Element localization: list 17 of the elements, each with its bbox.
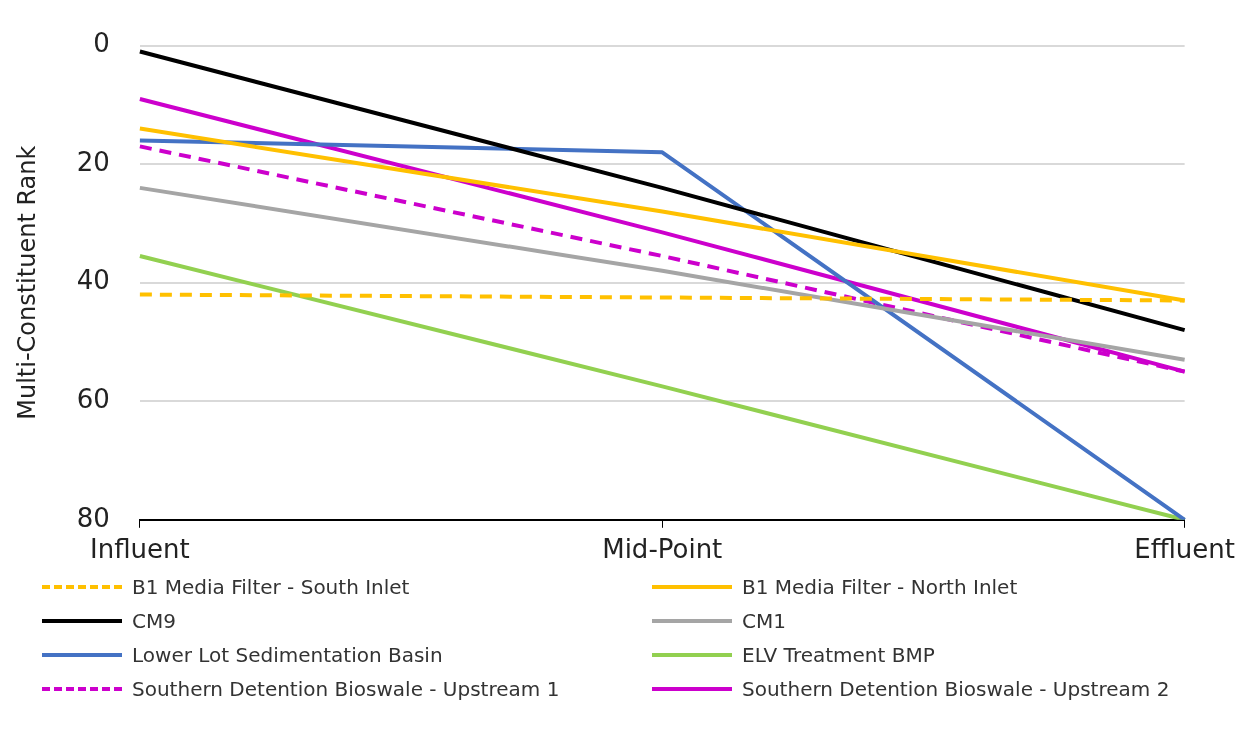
- y-tick-label: 40: [76, 265, 110, 296]
- x-tick-label: Influent: [90, 534, 190, 565]
- y-tick-label: 80: [76, 502, 110, 533]
- x-tick-label: Mid-Point: [602, 534, 723, 565]
- legend-label: CM9: [132, 609, 176, 633]
- y-tick-label: 0: [93, 28, 110, 59]
- legend-label: Southern Detention Bioswale - Upstream 1: [132, 677, 560, 701]
- y-tick-label: 20: [76, 146, 110, 177]
- y-axis-title: Multi-Constituent Rank: [12, 145, 41, 420]
- legend-label: B1 Media Filter - South Inlet: [132, 575, 410, 599]
- legend-label: Southern Detention Bioswale - Upstream 2: [742, 677, 1170, 701]
- legend-label: ELV Treatment BMP: [742, 643, 935, 667]
- x-tick-label: Effluent: [1134, 534, 1235, 565]
- legend-label: Lower Lot Sedimentation Basin: [132, 643, 443, 667]
- y-tick-label: 60: [76, 384, 110, 414]
- legend-label: CM1: [742, 609, 786, 633]
- legend-label: B1 Media Filter - North Inlet: [742, 575, 1018, 599]
